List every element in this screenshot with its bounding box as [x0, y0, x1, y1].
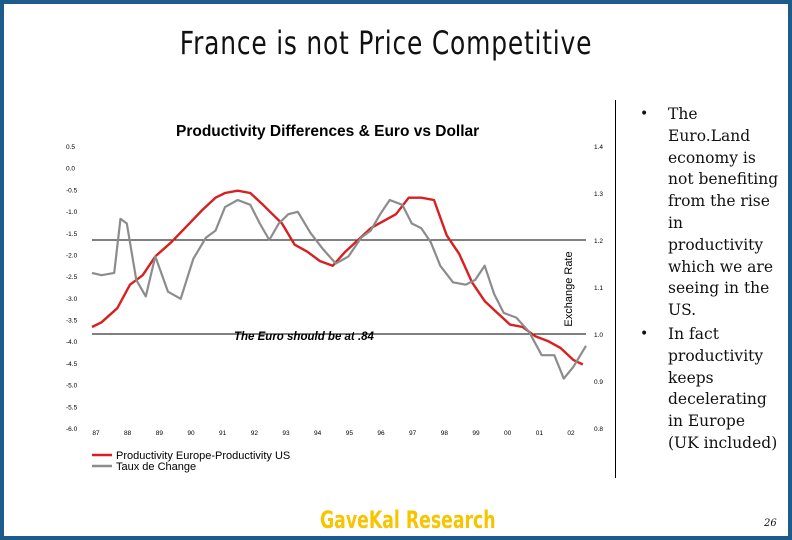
- left-axis-tick-label: -2.5: [66, 274, 78, 281]
- x-axis-tick-label: 93: [282, 430, 290, 437]
- x-axis-tick-label: 90: [187, 430, 195, 437]
- x-axis-tick-label: 99: [472, 430, 480, 437]
- legend-label: Taux de Change: [116, 461, 196, 473]
- left-axis-tick-label: -2.0: [66, 252, 78, 259]
- left-axis-tick-label: -4.5: [66, 361, 78, 368]
- right-axis-tick-label: 1.1: [594, 285, 603, 292]
- chart-title: Productivity Differences & Euro vs Dolla…: [176, 123, 479, 140]
- series-line-taux-de-change: [91, 198, 587, 380]
- x-axis-tick-label: 02: [567, 430, 575, 437]
- productivity-euro-chart: Productivity Differences & Euro vs Dolla…: [66, 123, 603, 473]
- x-axis-tick-label: 89: [156, 430, 164, 437]
- left-axis-tick-label: -4.0: [66, 339, 78, 346]
- right-axis-tick-label: 1.3: [594, 191, 603, 198]
- bullet-dot: •: [640, 325, 649, 342]
- left-axis-tick-label: 0.5: [66, 144, 75, 151]
- x-axis-tick-label: 88: [124, 430, 132, 437]
- x-axis-tick-label: 00: [504, 430, 512, 437]
- x-axis-tick-label: 92: [251, 430, 259, 437]
- bullet-item: • The Euro.Land economy is not benefitin…: [640, 104, 780, 322]
- left-axis-tick-label: -6.0: [66, 426, 78, 433]
- bullet-item: • In fact productivity keeps deceleratin…: [640, 324, 780, 455]
- bullet-text: The Euro.Land economy is not benefiting …: [668, 105, 779, 320]
- footer-brand-logo: GaveKal Research: [320, 506, 496, 534]
- left-axis-tick-label: -1.0: [66, 209, 78, 216]
- chart-annotation: The Euro should be at .84: [234, 331, 375, 343]
- x-axis-tick-label: 98: [441, 430, 449, 437]
- slide: France is not Price Competitive Producti…: [4, 4, 788, 536]
- left-axis-tick-label: -3.0: [66, 296, 78, 303]
- x-axis-tick-label: 97: [409, 430, 417, 437]
- legend-label: Productivity Europe-Productivity US: [116, 450, 290, 462]
- left-axis-tick-label: -1.5: [66, 231, 78, 238]
- bullet-dot: •: [640, 106, 649, 122]
- page-number: 26: [764, 518, 777, 529]
- left-axis-tick-label: -3.5: [66, 318, 78, 325]
- x-axis-tick-label: 87: [92, 430, 100, 437]
- vertical-divider: [615, 100, 616, 478]
- right-axis-tick-label: 0.9: [594, 379, 603, 386]
- x-axis-tick-label: 96: [377, 430, 385, 437]
- bullet-text: In fact productivity keeps decelerating …: [668, 324, 778, 452]
- slide-title: France is not Price Competitive: [179, 24, 593, 62]
- bullet-list: • The Euro.Land economy is not benefitin…: [640, 104, 780, 457]
- right-axis-tick-label: 0.8: [594, 426, 603, 433]
- left-axis-tick-label: -5.0: [66, 383, 78, 390]
- left-axis-tick-label: -0.5: [66, 187, 78, 194]
- right-axis-tick-label: 1.0: [594, 332, 603, 339]
- series-line-productivity: [91, 189, 584, 366]
- right-axis-tick-label: 1.2: [594, 238, 603, 245]
- x-axis-tick-label: 95: [346, 430, 354, 437]
- left-axis-tick-label: -5.5: [66, 404, 78, 411]
- x-axis-tick-label: 94: [314, 430, 322, 437]
- right-axis-tick-label: 1.4: [594, 144, 603, 151]
- left-axis-tick-label: 0.0: [66, 166, 75, 173]
- x-axis-tick-label: 01: [536, 430, 544, 437]
- x-axis-tick-label: 91: [219, 430, 227, 437]
- right-axis-label: Exchange Rate: [563, 251, 575, 326]
